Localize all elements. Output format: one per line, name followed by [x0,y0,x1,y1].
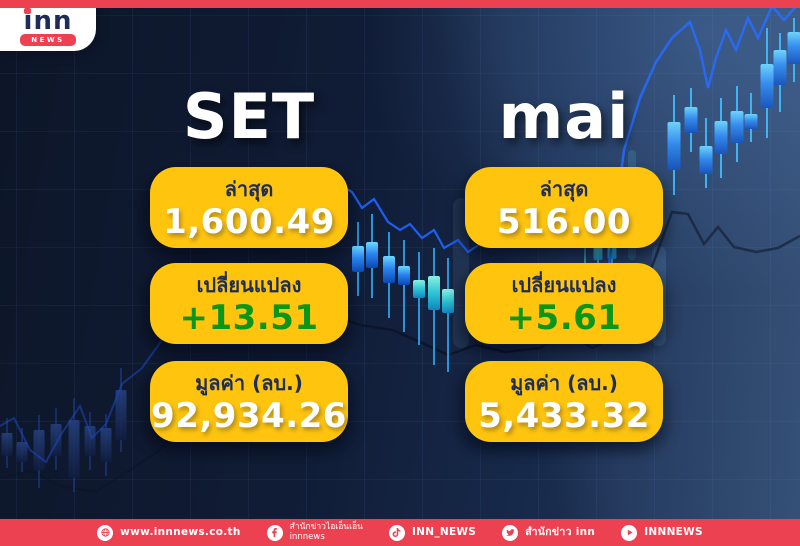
footer-social-bar: www.innnews.co.th สำนักข่าวไอเอ็นเอ็น in… [0,519,800,546]
footer-youtube-text: INNNEWS [644,527,703,538]
top-accent-bar [0,0,800,8]
set-index-column: SET ล่าสุด 1,600.49 เปลี่ยนแปลง +13.51 ม… [150,0,348,546]
logo-wordmark: inn [24,11,73,31]
facebook-icon [267,525,283,541]
mai-change-label: เปลี่ยนแปลง [465,272,663,299]
mai-change-value: +5.61 [465,299,663,338]
set-value-label: มูลค่า (ลบ.) [150,370,348,397]
mai-latest-value: 516.00 [465,203,663,242]
set-title: SET [120,84,378,150]
set-change-card: เปลี่ยนแปลง +13.51 [150,263,348,344]
mai-index-column: mai ล่าสุด 516.00 เปลี่ยนแปลง +5.61 มูลค… [465,0,663,546]
globe-icon [97,525,113,541]
mai-value-card: มูลค่า (ลบ.) 5,433.32 [465,361,663,442]
mai-change-card: เปลี่ยนแปลง +5.61 [465,263,663,344]
logo-dot-icon [24,8,31,14]
light-sheen-decoration [0,0,800,546]
set-value-card: มูลค่า (ลบ.) 92,934.26 [150,361,348,442]
footer-tiktok-text: INN_NEWS [412,527,476,538]
mai-title: mai [435,84,693,150]
footer-tiktok: INN_NEWS [389,525,476,541]
footer-facebook-text: สำนักข่าวไอเอ็นเอ็น innnews [290,523,363,542]
tiktok-icon [389,525,405,541]
chart-grid-decoration [0,0,800,546]
candlestick-chart-decoration [0,0,800,546]
mai-value-label: มูลค่า (ลบ.) [465,370,663,397]
footer-youtube: INNNEWS [621,525,703,541]
mai-value-value: 5,433.32 [465,397,663,436]
set-change-label: เปลี่ยนแปลง [150,272,348,299]
footer-twitter-text: สำนักข่าว inn [525,527,595,538]
logo-text: inn [24,6,73,36]
footer-facebook: สำนักข่าวไอเอ็นเอ็น innnews [267,523,363,542]
set-latest-card: ล่าสุด 1,600.49 [150,167,348,248]
mai-latest-card: ล่าสุด 516.00 [465,167,663,248]
set-change-value: +13.51 [150,299,348,338]
twitter-icon [502,525,518,541]
footer-website: www.innnews.co.th [97,525,241,541]
set-value-value: 92,934.26 [150,397,348,436]
mai-latest-label: ล่าสุด [465,176,663,203]
footer-website-text: www.innnews.co.th [120,527,241,538]
infographic-canvas: inn NEWS SET ล่าสุด 1,600.49 เปลี่ยนแปลง… [0,0,800,546]
youtube-icon [621,525,637,541]
set-latest-value: 1,600.49 [150,203,348,242]
footer-twitter: สำนักข่าว inn [502,525,595,541]
set-latest-label: ล่าสุด [150,176,348,203]
